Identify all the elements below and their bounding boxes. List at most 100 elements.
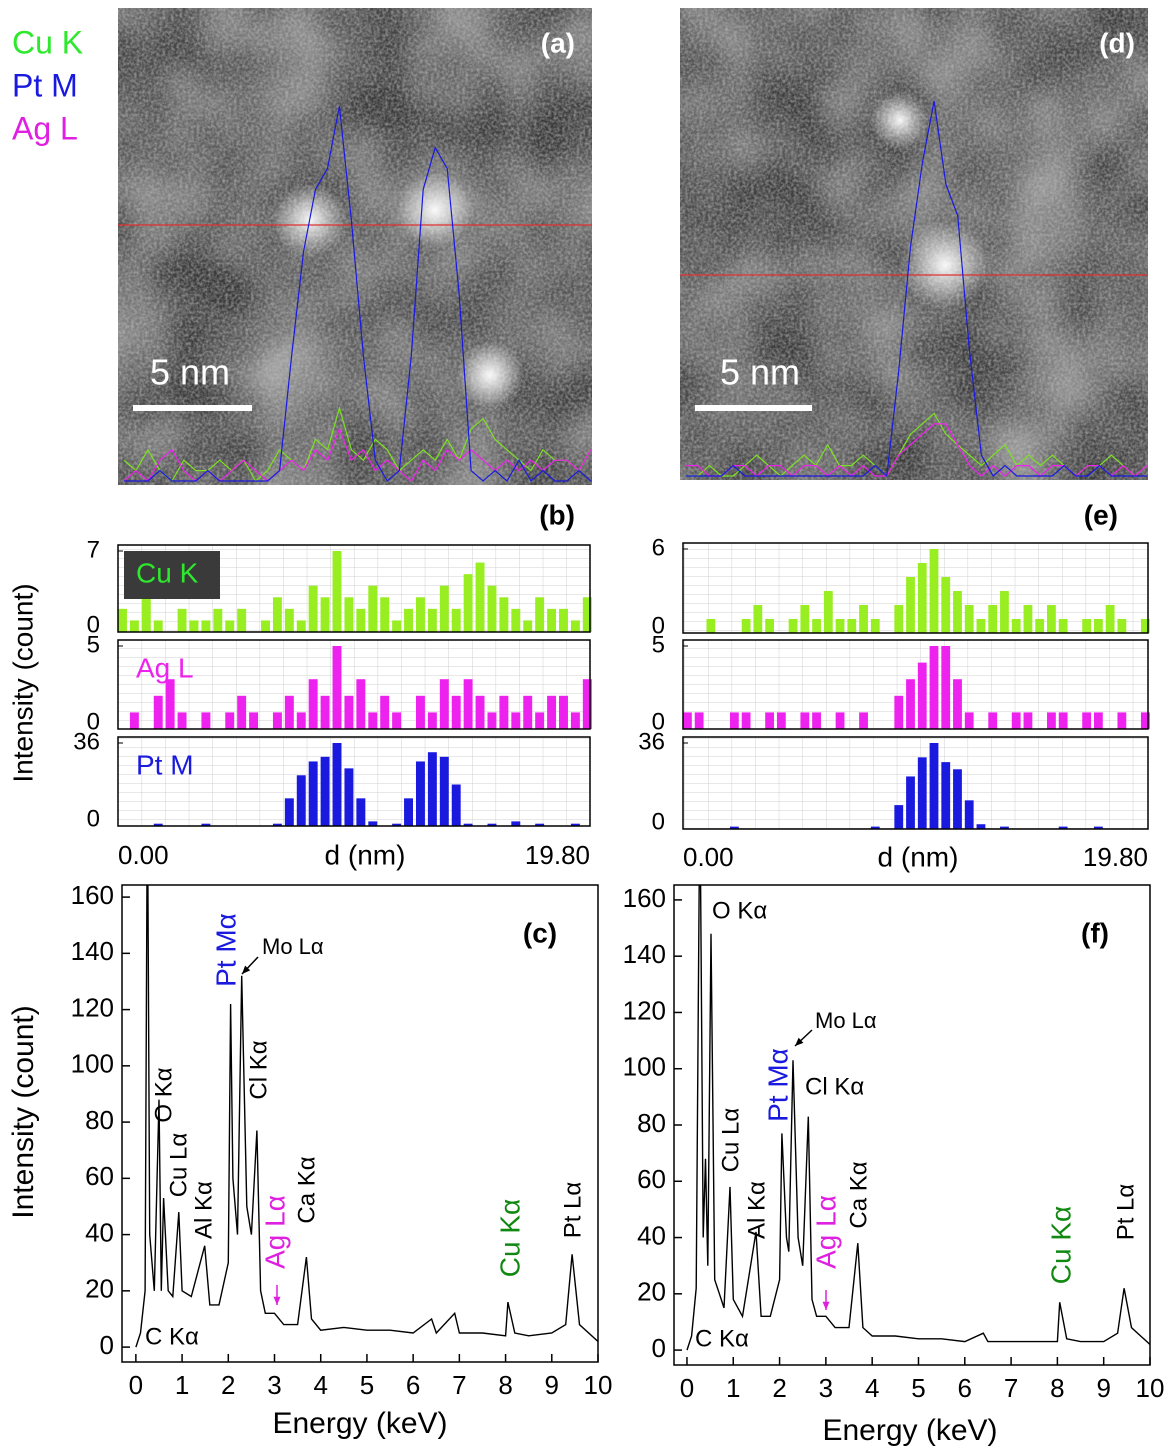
peak-annotation: Ca Kα — [293, 1156, 320, 1223]
bar — [487, 585, 497, 632]
bar — [1093, 619, 1103, 633]
y-tick-label: 20 — [637, 1277, 666, 1307]
bar — [368, 712, 378, 729]
y-axis-label: Intensity (count) — [7, 583, 38, 782]
bar — [964, 605, 974, 633]
peak-annotation: Ag Lα — [810, 1195, 841, 1269]
bar — [272, 712, 282, 729]
bar — [765, 619, 775, 633]
x-tick-label: 19.80 — [1083, 842, 1148, 872]
peak-annotation: Cu Kα — [494, 1199, 525, 1277]
bar — [582, 597, 592, 632]
x-tick-label: 1 — [726, 1373, 740, 1403]
bar — [439, 679, 449, 729]
peak-annotation: Ca Kα — [845, 1161, 872, 1228]
bar — [225, 712, 235, 729]
bar — [694, 712, 704, 729]
x-tick-label: 19.80 — [525, 840, 590, 870]
y-tick-label: 0 — [87, 805, 100, 832]
peak-annotation: Cu Lα — [717, 1108, 744, 1173]
y-tick-label: 20 — [85, 1274, 114, 1304]
peak-annotation: Cu Lα — [165, 1133, 192, 1198]
y-tick-label: 5 — [652, 631, 665, 658]
subplot-grid — [118, 737, 590, 826]
bar — [451, 695, 461, 729]
bar — [1117, 712, 1127, 729]
x-tick-label: 6 — [958, 1373, 972, 1403]
bar — [261, 620, 270, 632]
bar — [427, 752, 437, 826]
y-tick-label: 100 — [71, 1049, 114, 1079]
bar — [953, 769, 962, 829]
bar — [706, 619, 716, 633]
bar — [559, 695, 568, 729]
y-tick-label: 0 — [652, 708, 665, 735]
y-tick-label: 80 — [637, 1108, 666, 1138]
peak-annotation: Ag Lα — [259, 1195, 290, 1269]
y-tick-label: 160 — [71, 880, 114, 910]
y-tick-label: 40 — [85, 1217, 114, 1247]
peak-annotation: Pt Lα — [1112, 1184, 1139, 1241]
x-axis-label: d (nm) — [325, 839, 406, 870]
scale-bar — [695, 405, 812, 411]
bar — [1058, 619, 1068, 633]
bar — [177, 712, 187, 729]
spectrum — [686, 885, 1150, 1351]
bar — [570, 712, 580, 729]
profile-overlay — [124, 105, 592, 482]
subplot-label: Pt M — [136, 749, 194, 780]
x-tick-label: 3 — [267, 1370, 281, 1400]
bar — [201, 823, 211, 826]
bar — [296, 620, 306, 632]
peak-annotation: Mo Lα — [815, 1008, 877, 1033]
bar — [427, 608, 437, 632]
bar — [535, 823, 545, 826]
y-tick-label: 5 — [87, 631, 100, 658]
bar — [906, 776, 915, 829]
particle — [870, 90, 930, 150]
bar — [499, 597, 509, 632]
panel-label: (b) — [539, 499, 575, 530]
bar — [917, 662, 927, 729]
bar — [976, 619, 986, 633]
bar — [1082, 619, 1092, 633]
bar — [487, 823, 497, 826]
arrow-head — [795, 1037, 804, 1046]
bar — [356, 679, 366, 729]
bar — [859, 712, 868, 729]
bar — [1011, 619, 1021, 633]
bar — [906, 577, 915, 633]
y-tick-label: 36 — [73, 728, 100, 755]
bar — [356, 798, 366, 826]
bar — [559, 608, 568, 632]
y-tick-label: 120 — [71, 992, 114, 1022]
bar — [1082, 712, 1092, 729]
bar — [1093, 826, 1103, 829]
y-tick-label: 140 — [71, 936, 114, 966]
subplot-frame — [682, 736, 1149, 830]
bar — [1000, 826, 1009, 829]
bar — [894, 805, 904, 829]
bar — [237, 695, 247, 729]
bar — [272, 597, 282, 632]
bar — [475, 695, 485, 729]
bar — [237, 608, 247, 632]
bar — [344, 695, 354, 729]
subplot-frame — [117, 736, 591, 827]
x-tick-label: 10 — [584, 1370, 613, 1400]
bar — [941, 646, 951, 729]
x-tick-label: 4 — [865, 1373, 879, 1403]
arrow-head — [242, 965, 251, 974]
bar — [1011, 712, 1021, 729]
bar — [463, 823, 473, 826]
peak-annotation: C Kα — [695, 1325, 749, 1352]
bar — [812, 619, 821, 633]
bar — [1058, 712, 1068, 729]
bar — [189, 620, 199, 632]
profile-overlay — [685, 100, 1147, 478]
peak-annotation: Pt Mα — [210, 913, 241, 987]
bar — [570, 620, 580, 632]
panel-label: (c) — [523, 917, 557, 948]
